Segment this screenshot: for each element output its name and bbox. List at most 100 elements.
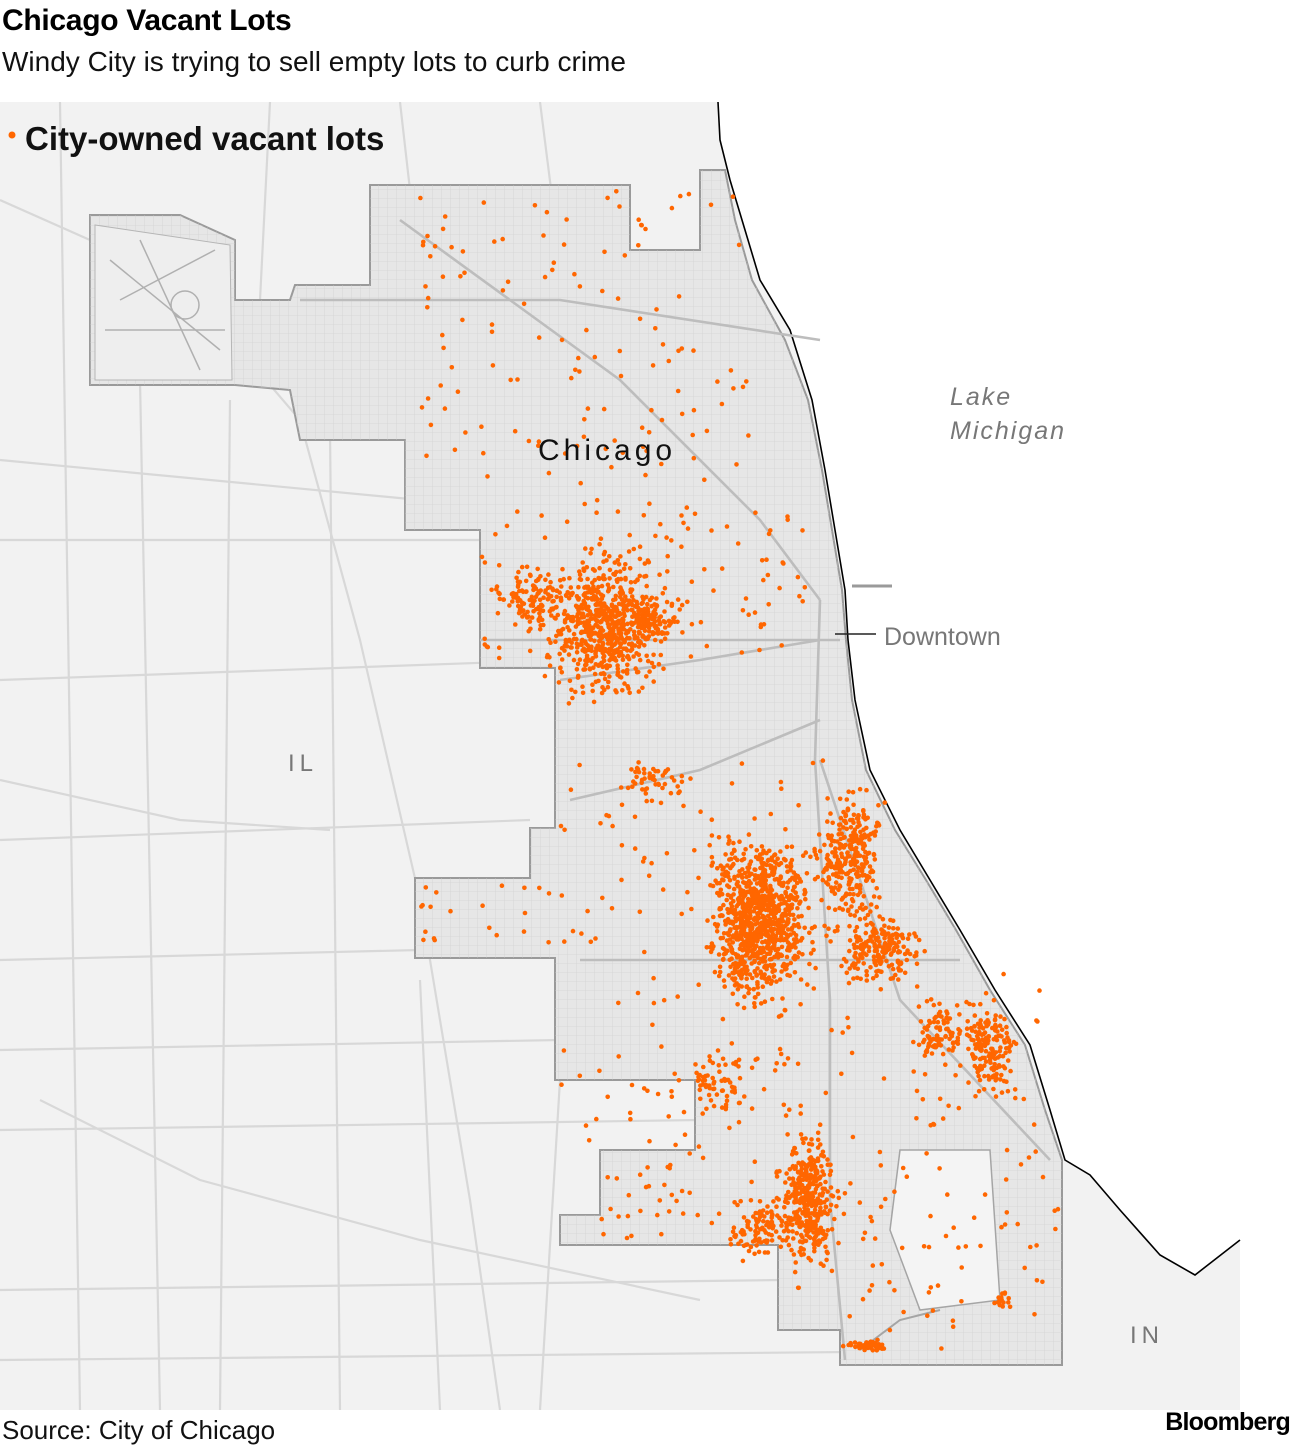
- vacant-lot-dot: [780, 896, 786, 902]
- vacant-lot-dot: [629, 1233, 634, 1239]
- vacant-lot-dot: [611, 597, 616, 603]
- vacant-lot-dot: [749, 1179, 754, 1185]
- vacant-lot-dot: [646, 430, 652, 435]
- vacant-lot-dot: [541, 233, 546, 238]
- vacant-lot-dot: [805, 1183, 811, 1189]
- vacant-lot-dot: [643, 226, 648, 232]
- vacant-lot-dot: [721, 978, 727, 983]
- vacant-lot-dot: [941, 1021, 947, 1026]
- vacant-lot-dot: [669, 601, 675, 607]
- vacant-lot-dot: [951, 1225, 956, 1230]
- vacant-lot-dot: [737, 1075, 743, 1081]
- vacant-lot-dot: [891, 948, 897, 954]
- vacant-lot-dot: [521, 301, 527, 307]
- vacant-lot-dot: [844, 797, 850, 802]
- vacant-lot-dot: [668, 1162, 673, 1168]
- vacant-lot-dot: [860, 1236, 866, 1242]
- vacant-lot-dot: [642, 635, 647, 640]
- vacant-lot-dot: [841, 1211, 847, 1217]
- vacant-lot-dot: [928, 1123, 933, 1128]
- vacant-lot-dot: [716, 952, 722, 957]
- vacant-lot-dot: [756, 1249, 762, 1255]
- vacant-lot-dot: [860, 1296, 866, 1302]
- vacant-lot-dot: [812, 924, 817, 929]
- vacant-lot-dot: [860, 846, 866, 852]
- vacant-lot-dot: [598, 821, 603, 826]
- vacant-lot-dot: [639, 625, 644, 631]
- vacant-lot-dot: [767, 873, 772, 878]
- vacant-lot-dot: [585, 643, 591, 648]
- vacant-lot-dot: [622, 253, 628, 258]
- vacant-lot-dot: [735, 879, 740, 885]
- vacant-lot-dot: [680, 630, 685, 635]
- vacant-lot-dot: [643, 594, 649, 600]
- vacant-lot-dot: [423, 885, 429, 890]
- vacant-lot-dot: [529, 615, 535, 620]
- vacant-lot-dot: [605, 195, 610, 201]
- vacant-lot-dot: [758, 1226, 764, 1232]
- vacant-lot-dot: [605, 1175, 610, 1180]
- vacant-lot-dot: [977, 1056, 983, 1062]
- vacant-lot-dot: [813, 1186, 819, 1192]
- vacant-lot-dot: [837, 827, 842, 832]
- vacant-lot-dot: [624, 1235, 630, 1241]
- vacant-lot-dot: [620, 653, 625, 659]
- vacant-lot-dot: [766, 602, 771, 607]
- vacant-lot-dot: [902, 970, 908, 976]
- vacant-lot-dot: [836, 832, 841, 837]
- vacant-lot-dot: [820, 1190, 826, 1196]
- vacant-lot-dot: [1013, 1095, 1018, 1101]
- vacant-lot-dot: [601, 653, 607, 659]
- vacant-lot-dot: [888, 917, 893, 923]
- vacant-lot-dot: [462, 270, 467, 276]
- vacant-lot-dot: [731, 847, 737, 853]
- vacant-lot-dot: [828, 939, 833, 944]
- vacant-lot-dot: [615, 558, 621, 563]
- vacant-lot-dot: [768, 926, 774, 931]
- vacant-lot-dot: [580, 606, 585, 611]
- vacant-lot-dot: [976, 1073, 981, 1079]
- vacant-lot-dot: [851, 855, 857, 861]
- vacant-lot-dot: [621, 669, 626, 674]
- vacant-lot-dot: [752, 959, 757, 965]
- vacant-lot-dot: [848, 843, 854, 849]
- vacant-lot-dot: [653, 533, 658, 539]
- vacant-lot-dot: [753, 953, 759, 959]
- vacant-lot-dot: [653, 625, 659, 631]
- vacant-lot-dot: [1001, 1300, 1006, 1305]
- vacant-lot-dot: [616, 650, 622, 655]
- vacant-lot-dot: [601, 573, 606, 578]
- vacant-lot-dot: [800, 853, 806, 858]
- vacant-lot-dot: [746, 986, 752, 992]
- vacant-lot-dot: [931, 1002, 937, 1008]
- vacant-lot-dot: [633, 769, 638, 775]
- vacant-lot-dot: [580, 690, 586, 696]
- vacant-lot-dot: [758, 969, 763, 974]
- vacant-lot-dot: [828, 1202, 834, 1208]
- vacant-lot-dot: [745, 900, 751, 906]
- vacant-lot-dot: [544, 209, 550, 215]
- vacant-lot-dot: [785, 869, 790, 874]
- vacant-lot-dot: [800, 1136, 805, 1142]
- vacant-lot-dot: [558, 665, 563, 671]
- vacant-lot-dot: [424, 453, 429, 459]
- vacant-lot-dot: [785, 972, 790, 978]
- vacant-lot-dot: [858, 1344, 864, 1350]
- vacant-lot-dot: [833, 880, 839, 885]
- vacant-lot-dot: [618, 785, 624, 790]
- vacant-lot-dot: [574, 636, 579, 642]
- vacant-lot-dot: [679, 1188, 685, 1194]
- vacant-lot-dot: [821, 1263, 826, 1268]
- vacant-lot-dot: [1007, 1049, 1012, 1054]
- vacant-lot-dot: [897, 961, 902, 967]
- vacant-lot-dot: [615, 296, 621, 301]
- vacant-lot-dot: [972, 1013, 978, 1018]
- vacant-lot-dot: [777, 585, 782, 591]
- vacant-lot-dot: [607, 674, 612, 679]
- vacant-lot-dot: [744, 884, 749, 889]
- vacant-lot-dot: [848, 862, 854, 868]
- vacant-lot-dot: [510, 599, 515, 604]
- vacant-lot-dot: [853, 1344, 858, 1350]
- vacant-lot-dot: [997, 1023, 1003, 1028]
- vacant-lot-dot: [821, 1209, 827, 1214]
